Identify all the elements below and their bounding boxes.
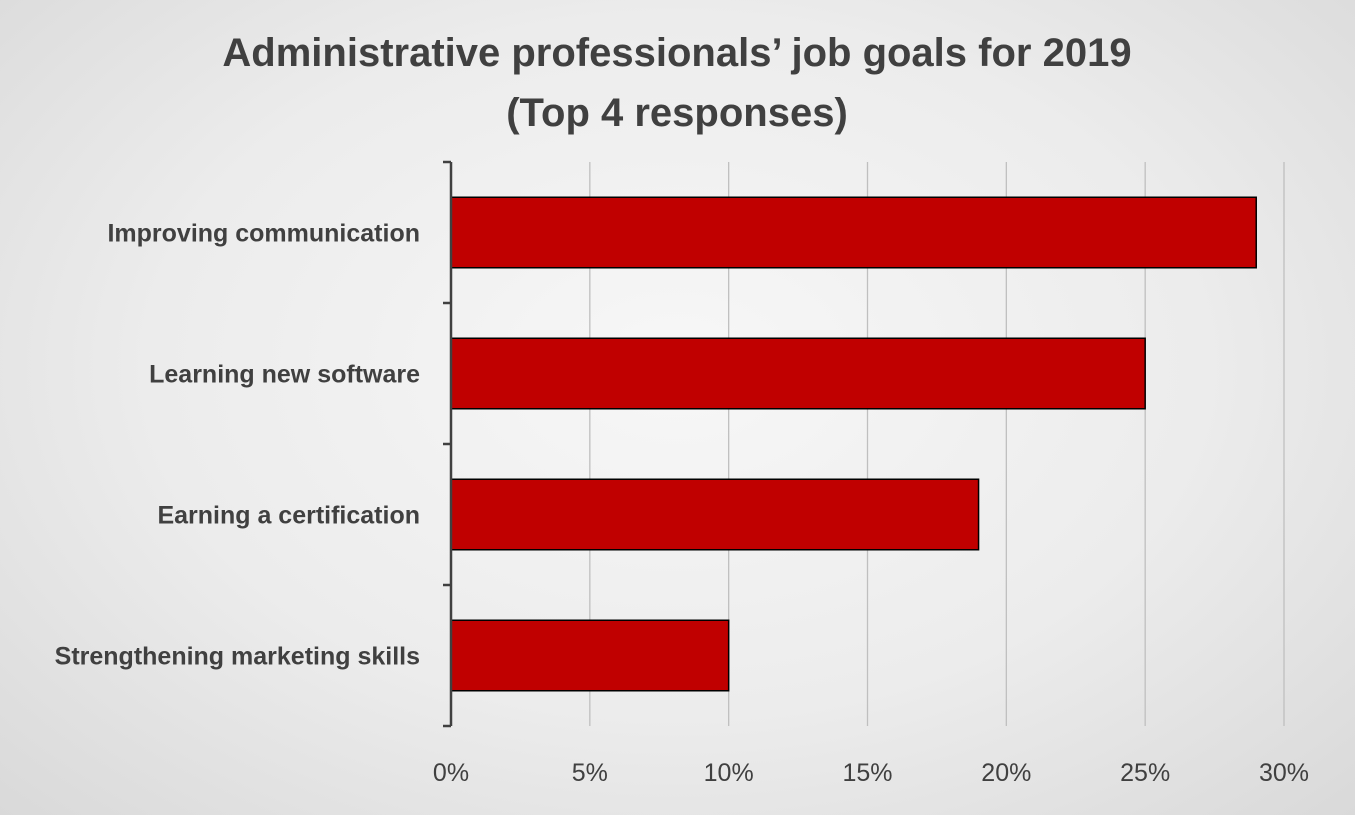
x-tick-label-4: 20%: [981, 759, 1031, 787]
x-tick-label-5: 25%: [1120, 759, 1170, 787]
chart-title-line-2: (Top 4 responses): [506, 91, 848, 135]
chart-title: Administrative professionals’ job goals …: [222, 31, 1131, 135]
category-labels: Improving communication Learning new soft…: [55, 220, 420, 671]
y-axis: [443, 160, 453, 728]
x-tick-label-3: 15%: [842, 759, 892, 787]
x-tick-labels: 0% 5% 10% 15% 20% 25% 30%: [433, 759, 1309, 787]
x-tick-label-1: 5%: [572, 759, 608, 787]
bar-3: [450, 478, 980, 551]
category-label-3: Earning a certification: [157, 502, 420, 530]
x-tick-label-0: 0%: [433, 759, 469, 787]
bar-2: [450, 337, 1146, 410]
chart-title-line-1: Administrative professionals’ job goals …: [222, 31, 1131, 75]
x-tick-label-2: 10%: [704, 759, 754, 787]
bar-1: [450, 196, 1257, 269]
category-label-4: Strengthening marketing skills: [55, 643, 420, 671]
category-label-2: Learning new software: [149, 361, 420, 389]
category-label-1: Improving communication: [107, 220, 420, 248]
bar-4: [450, 619, 730, 692]
x-tick-label-6: 30%: [1259, 759, 1309, 787]
bars: [450, 196, 1257, 692]
